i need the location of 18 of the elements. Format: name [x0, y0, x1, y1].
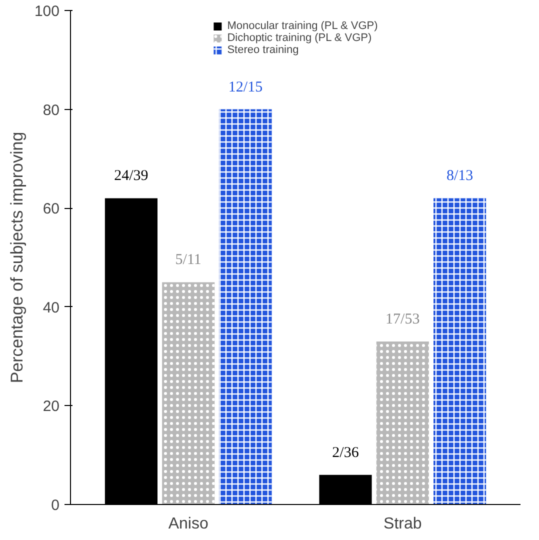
data-label: 24/39: [114, 168, 148, 184]
legend-label: Stereo training: [227, 44, 299, 56]
data-label: 8/13: [446, 168, 474, 184]
y-tick-label: 0: [51, 497, 60, 514]
y-tick-label: 80: [42, 102, 60, 119]
x-tick-label: Aniso: [168, 516, 208, 532]
y-tick-label: 100: [34, 3, 60, 20]
x-tick-label: Strab: [384, 516, 422, 532]
y-tick-label: 60: [42, 200, 60, 218]
data-label: 12/15: [228, 79, 263, 96]
y-tick-label: 40: [42, 299, 60, 316]
y-axis-title: Percentage of subjects improving: [7, 132, 26, 384]
data-label: 2/36: [332, 444, 360, 461]
data-label: 17/53: [386, 311, 420, 328]
data-label: 5/11: [175, 252, 202, 268]
legend-label: Dichoptic training (PL & VGP): [227, 32, 372, 44]
y-tick-label: 20: [42, 398, 60, 416]
legend-label: Monocular training (PL & VGP): [227, 20, 378, 32]
